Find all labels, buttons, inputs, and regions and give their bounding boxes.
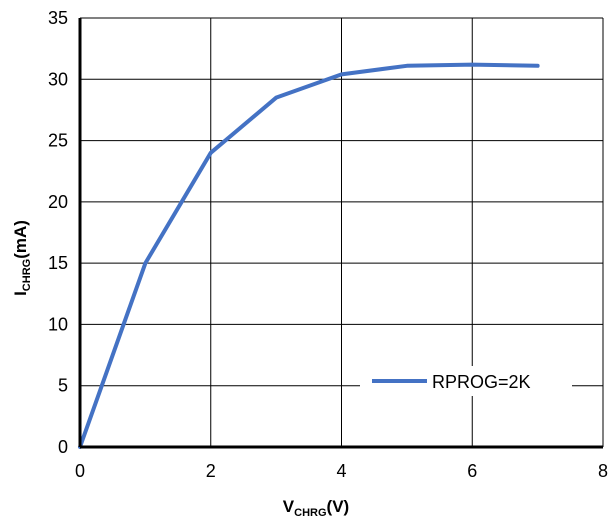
y-tick-label: 0 xyxy=(58,437,68,457)
legend: RPROG=2K xyxy=(360,366,572,396)
y-tick-label: 30 xyxy=(48,69,68,89)
x-tick-label: 0 xyxy=(75,461,85,481)
y-tick-label: 5 xyxy=(58,376,68,396)
series-line-0 xyxy=(78,62,540,449)
y-tick-label: 25 xyxy=(48,131,68,151)
series-layer xyxy=(78,62,540,449)
x-tick-label: 8 xyxy=(598,461,608,481)
y-tick-label: 35 xyxy=(48,8,68,28)
x-tick-label: 6 xyxy=(467,461,477,481)
legend-label: RPROG=2K xyxy=(432,372,531,392)
x-tick-label: 2 xyxy=(206,461,216,481)
y-tick-label: 15 xyxy=(48,253,68,273)
y-axis-label: ICHRG(mA) xyxy=(11,220,33,296)
axes xyxy=(78,18,603,449)
tick-labels: 0 5 10 15 20 25 30 35 0 2 4 6 8 xyxy=(48,8,608,481)
x-tick-label: 4 xyxy=(336,461,346,481)
y-tick-label: 20 xyxy=(48,192,68,212)
x-axis-label: VCHRG(V) xyxy=(283,497,349,519)
y-tick-label: 10 xyxy=(48,314,68,334)
